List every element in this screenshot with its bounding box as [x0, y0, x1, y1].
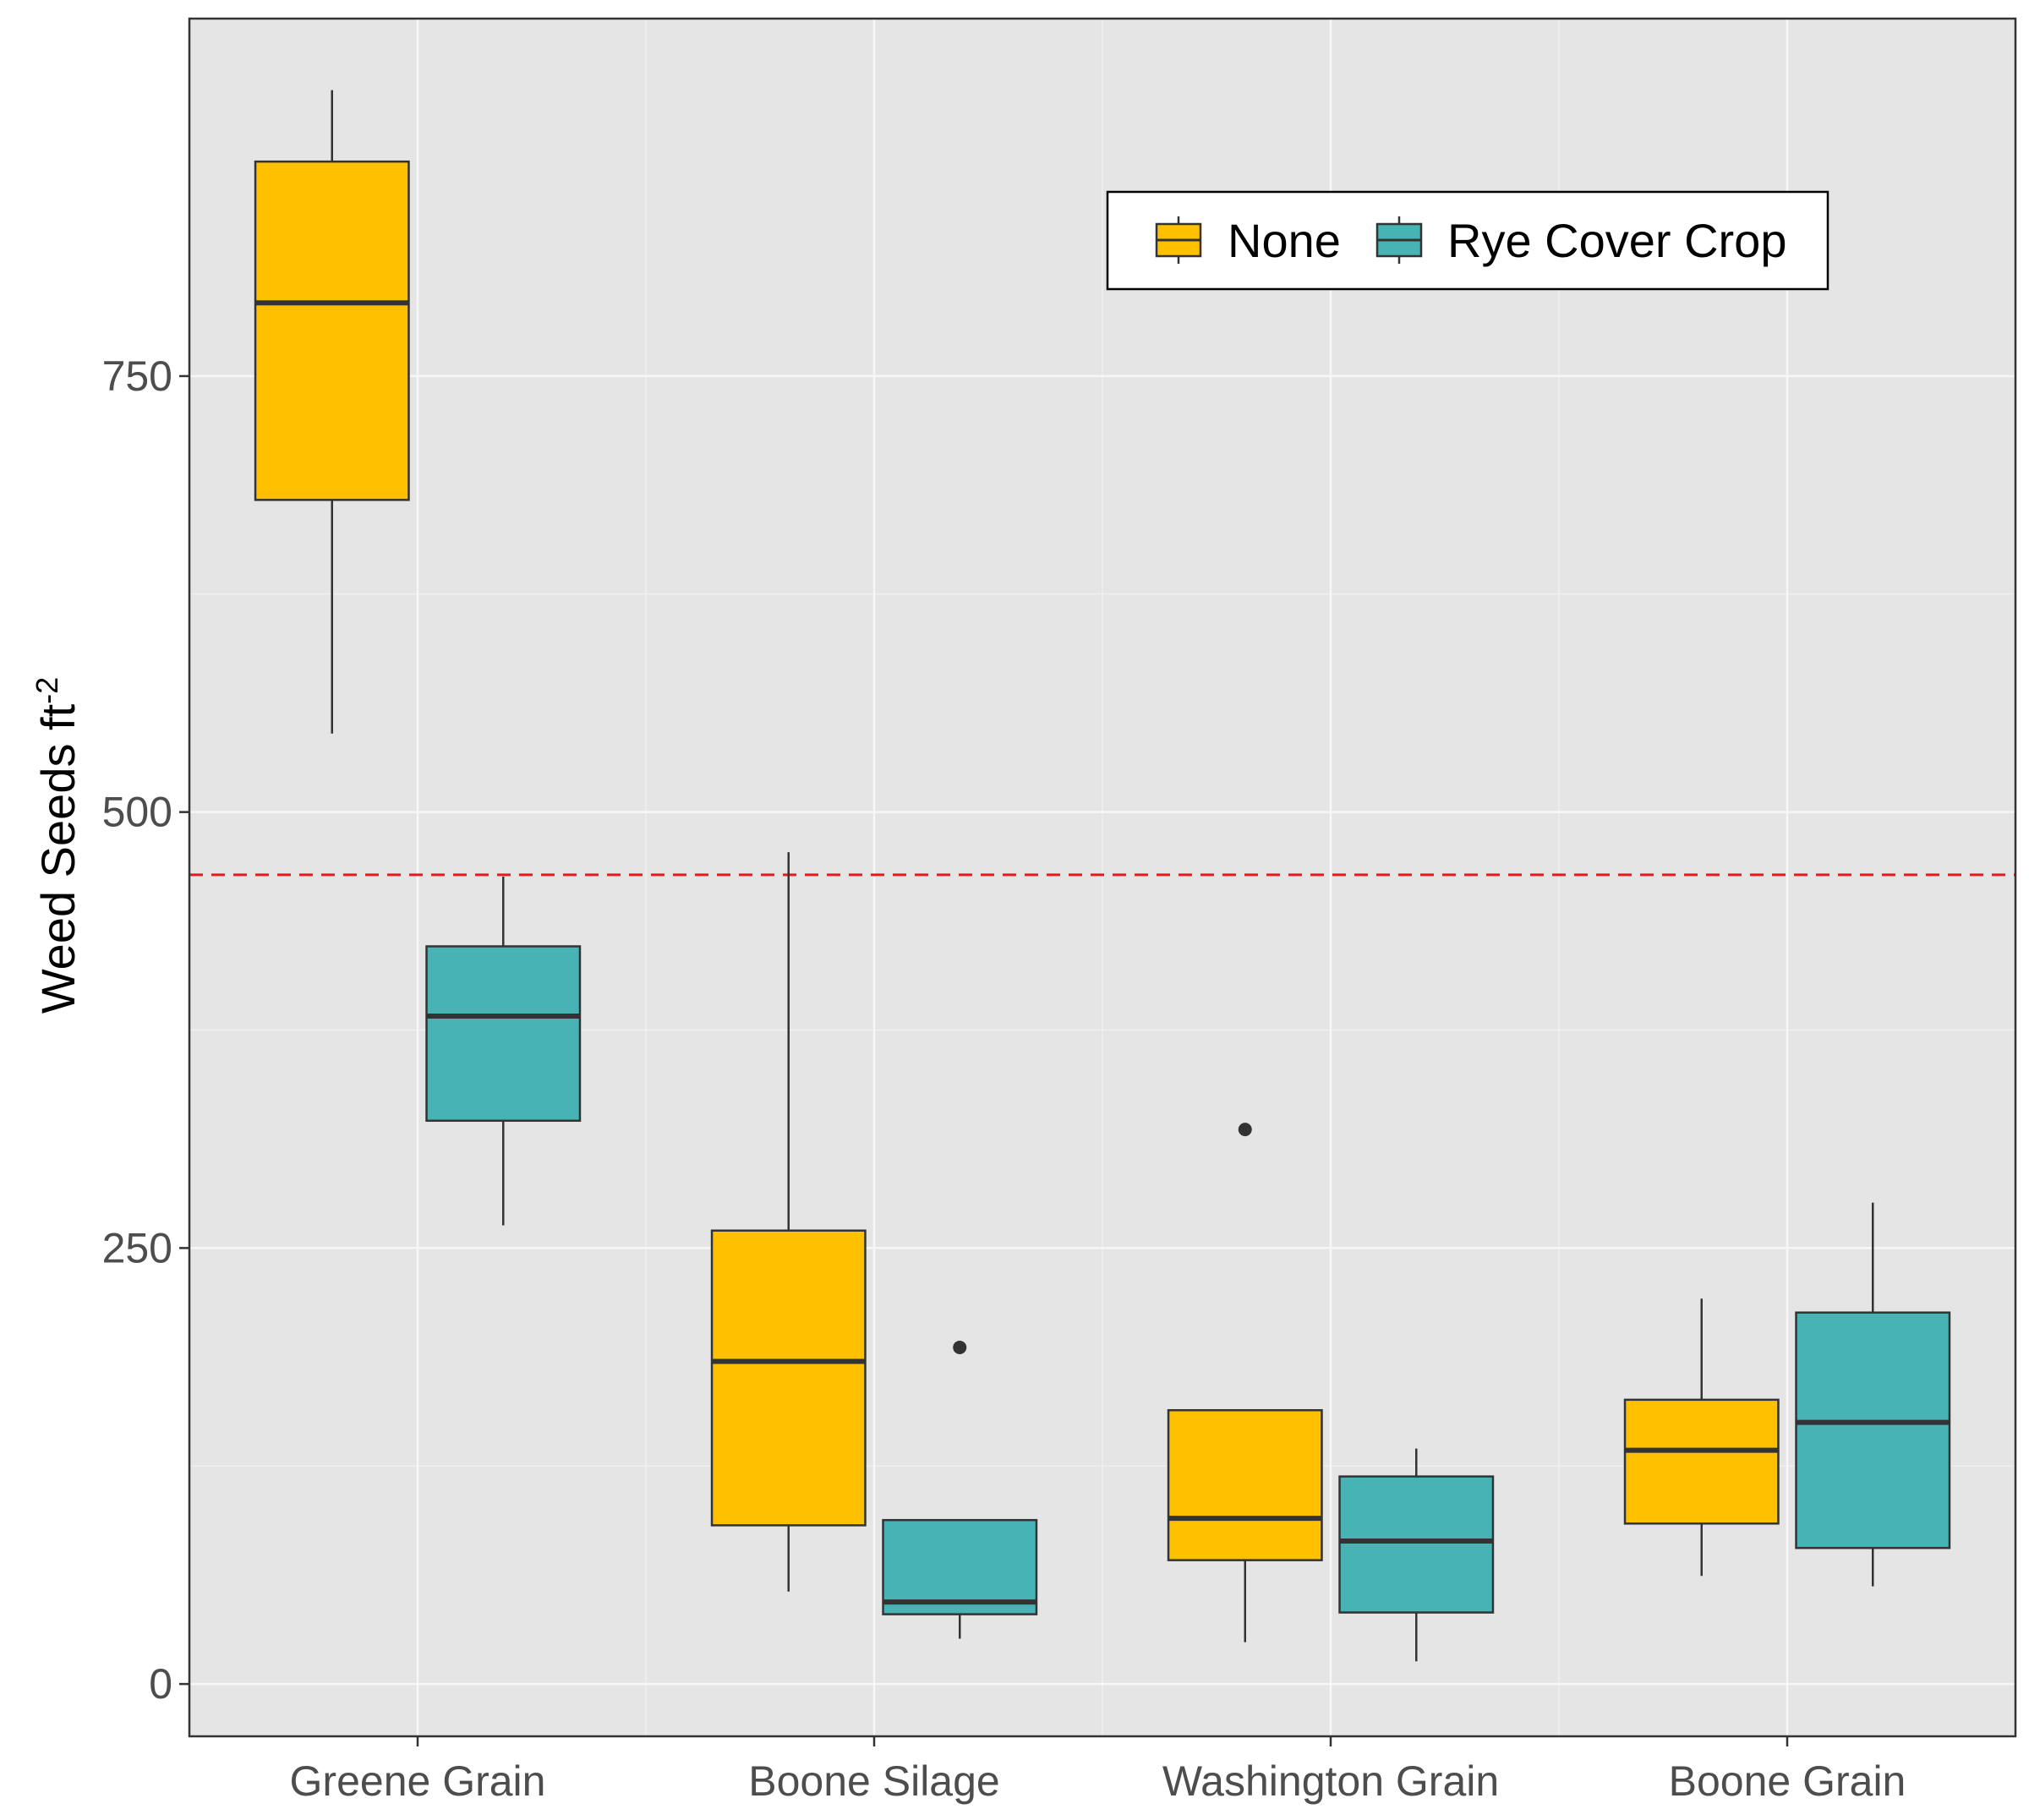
boxplot-none: [710, 852, 867, 1592]
legend-label: None: [1228, 214, 1341, 267]
boxplot-none: [254, 90, 410, 734]
y-axis-title-superscript: -2: [30, 677, 64, 704]
box-body: [425, 945, 582, 1123]
axes-layer: 0 250 500 750 Greene Grain Boone Silage Washin…: [102, 353, 1906, 1805]
plot-border: [188, 17, 2017, 1738]
box-body: [882, 1518, 1038, 1615]
boxplot-rye-cover-crop: [425, 876, 582, 1226]
y-axis-title: Weed Seeds ft-2: [30, 677, 85, 1014]
legend-item-none: None: [1155, 214, 1341, 267]
boxplot-rye-cover-crop: [1338, 1448, 1495, 1662]
y-tick-label: 500: [102, 789, 172, 836]
legend-items: None Rye Cover Crop: [1155, 214, 1786, 267]
y-tick-label: 750: [102, 353, 172, 400]
legend-box: [1106, 190, 1829, 291]
box-body: [254, 160, 410, 501]
legend-item-rye-cover-crop: Rye Cover Crop: [1375, 214, 1786, 267]
boxplot-rye-cover-crop: [1795, 1202, 1951, 1587]
x-tick-label: Greene Grain: [290, 1757, 546, 1805]
y-tick-label: 250: [102, 1224, 172, 1271]
boxplot-rye-cover-crop: [882, 1340, 1038, 1639]
outlier-point: [953, 1340, 967, 1354]
x-tick-label: Boone Grain: [1669, 1757, 1906, 1805]
outlier-point: [1238, 1123, 1252, 1137]
boxes-layer: [254, 90, 1951, 1662]
box-body: [1623, 1398, 1780, 1525]
gridlines: [189, 19, 2015, 1736]
x-tick-label: Washington Grain: [1162, 1757, 1499, 1805]
boxplot-none: [1623, 1298, 1780, 1577]
legend: None Rye Cover Crop: [1106, 190, 1829, 291]
x-tick-label: Boone Silage: [748, 1757, 999, 1805]
y-axis-title-text: Weed Seeds ft: [31, 703, 85, 1014]
box-body: [1795, 1311, 1951, 1549]
box-body: [1167, 1408, 1323, 1561]
legend-label: Rye Cover Crop: [1447, 214, 1786, 267]
y-tick-label: 0: [149, 1660, 172, 1708]
box-body: [710, 1229, 867, 1527]
boxplot-none: [1167, 1123, 1323, 1642]
box-body: [1338, 1475, 1495, 1614]
